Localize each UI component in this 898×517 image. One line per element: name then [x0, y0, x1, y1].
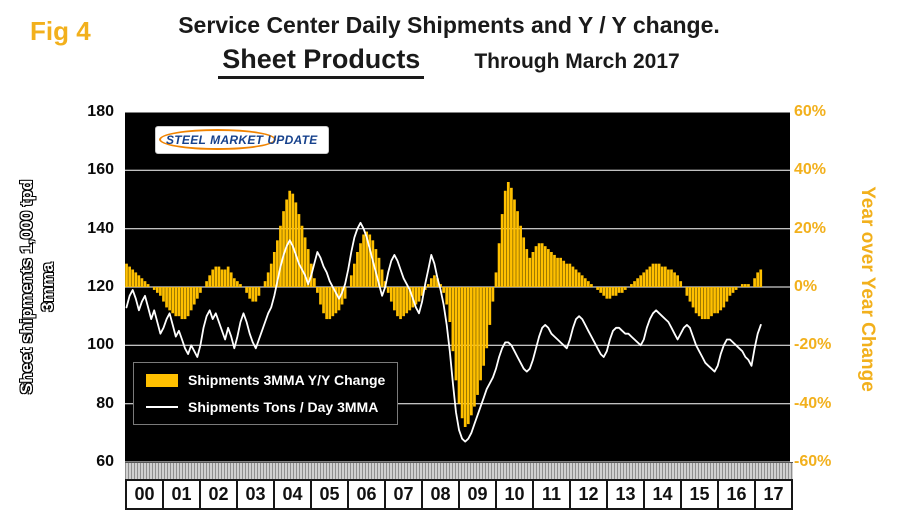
x-axis-year-label: 13: [606, 479, 645, 510]
legend-item-line: Shipments Tons / Day 3MMA: [146, 399, 385, 415]
left-axis-tick: 140: [87, 219, 114, 237]
legend-label-line: Shipments Tons / Day 3MMA: [188, 399, 379, 415]
right-axis-tick: -40%: [794, 394, 832, 412]
x-axis-year-label: 15: [680, 479, 719, 510]
plot-area: STEEL MARKET UPDATE Shipments 3MMA Y/Y C…: [125, 112, 790, 462]
left-axis-tick: 100: [87, 336, 114, 354]
left-axis-title-line2: 3mma: [38, 262, 57, 312]
x-axis-year-label: 16: [717, 479, 756, 510]
logo-word-update: UPDATE: [267, 133, 318, 147]
right-axis-tick-labels: 60% 40% 20% 0% -20% -40% -60%: [794, 0, 858, 517]
chart-period: Through March 2017: [474, 50, 680, 73]
chart-title: Service Center Daily Shipments and Y / Y…: [178, 12, 720, 38]
x-axis-year-label: 00: [125, 479, 164, 510]
x-axis-year-label: 11: [532, 479, 571, 510]
x-axis-year-label: 07: [384, 479, 423, 510]
x-axis-year-label: 08: [421, 479, 460, 510]
left-axis-tick: 60: [96, 453, 114, 470]
x-axis-year-label: 01: [162, 479, 201, 510]
right-axis-tick: 40%: [794, 161, 827, 179]
legend-label-bars: Shipments 3MMA Y/Y Change: [188, 372, 386, 388]
x-axis-year-label: 09: [458, 479, 497, 510]
x-axis-year-label: 06: [347, 479, 386, 510]
left-axis-tick: 180: [87, 103, 114, 120]
x-axis-year-label: 12: [569, 479, 608, 510]
figure-number: Fig 4: [30, 16, 91, 46]
x-axis-year-label: 17: [754, 479, 793, 510]
x-axis-year-label: 05: [310, 479, 349, 510]
right-axis-tick: -20%: [794, 336, 832, 354]
right-axis-tick: 0%: [794, 278, 818, 295]
x-axis-year-label: 03: [236, 479, 275, 510]
left-axis-title: Sheet shipments 1,000 tpd 3mma: [16, 137, 60, 437]
right-axis-tick: -60%: [794, 453, 832, 470]
legend-item-bars: Shipments 3MMA Y/Y Change: [146, 372, 385, 388]
chart-canvas: [125, 112, 790, 462]
left-axis-tick: 160: [87, 161, 114, 179]
left-axis-title-line1: Sheet shipments 1,000 tpd: [17, 179, 36, 395]
chart-subtitle-row: Sheet Products Through March 2017: [40, 44, 858, 79]
logo-swoosh-icon: [159, 129, 276, 150]
chart-subtitle: Sheet Products: [218, 44, 425, 79]
x-axis-year-label: 02: [199, 479, 238, 510]
right-axis-tick: 20%: [794, 219, 827, 237]
x-axis-year-label: 10: [495, 479, 534, 510]
smu-logo: STEEL MARKET UPDATE: [155, 126, 329, 154]
x-axis-hatch-strip: [125, 462, 793, 479]
x-axis-year-labels: 00 01 02 03 04 05 06 07 08 09 10 11 12 13 14 15 16 17: [125, 479, 793, 510]
x-axis-year-label: 04: [273, 479, 312, 510]
right-axis-tick: 60%: [794, 103, 827, 120]
bar-series-swatch: [146, 373, 178, 387]
line-series-swatch: [146, 406, 178, 408]
legend: Shipments 3MMA Y/Y Change Shipments Tons…: [133, 362, 399, 425]
logo-word-steel: STEEL: [166, 133, 207, 147]
left-axis-tick: 120: [87, 278, 114, 295]
x-axis-year-label: 14: [643, 479, 682, 510]
logo-word-market: MARKET: [210, 133, 264, 147]
left-axis-tick: 80: [96, 394, 114, 412]
left-axis-tick-labels: 180 160 140 120 100 80 60: [58, 0, 118, 517]
